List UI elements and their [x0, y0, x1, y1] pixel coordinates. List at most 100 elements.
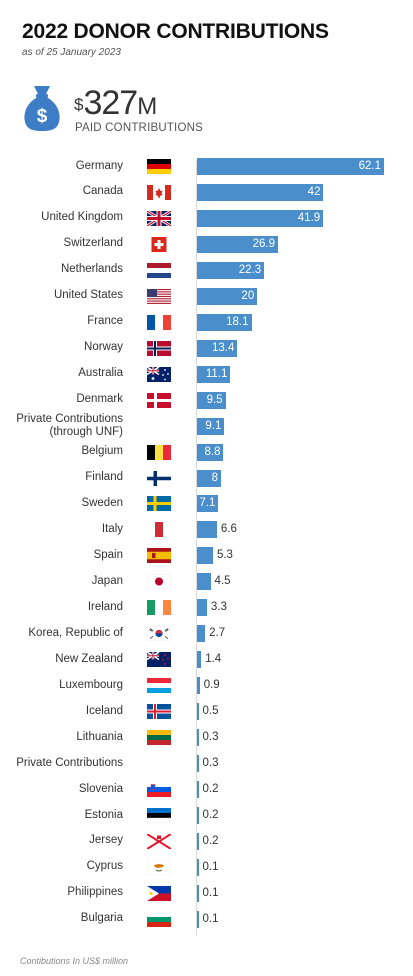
bar — [197, 339, 238, 357]
bar-value-label: 41.9 — [297, 211, 321, 224]
bar — [197, 209, 324, 227]
country-label-line: Japan — [91, 574, 123, 587]
bar-value-label: 8 — [211, 471, 219, 484]
canada-flag — [147, 184, 171, 200]
country-label-line: Italy — [101, 522, 123, 535]
chart-row: Netherlands 22.3 — [0, 257, 413, 283]
bar — [197, 183, 324, 201]
total-number: 327 — [83, 84, 138, 122]
chart-row: Estonia 0.2 — [0, 802, 413, 828]
country-label: Cyprus — [0, 854, 123, 880]
chart-row: Lithuania 0.3 — [0, 724, 413, 750]
country-label: France — [0, 309, 123, 335]
bar — [197, 495, 219, 513]
bar-value-label: 0.9 — [203, 679, 220, 692]
chart-row: Spain 5.3 — [0, 542, 413, 568]
bulgaria-flag — [147, 911, 171, 927]
country-label-line: Germany — [75, 159, 123, 172]
chart-row: Canada 42 — [0, 179, 413, 205]
country-label: Switzerland — [0, 231, 123, 257]
bar — [197, 261, 265, 279]
bar-value-label: 8.8 — [204, 445, 221, 458]
ireland-flag — [147, 600, 171, 616]
country-label: Slovenia — [0, 776, 123, 802]
country-label: Denmark — [0, 387, 123, 413]
united-kingdom-flag — [147, 210, 171, 226]
cyprus-flag — [147, 859, 171, 875]
luxembourg-flag — [147, 678, 171, 694]
country-label-line: Slovenia — [78, 782, 123, 795]
country-label-line: Australia — [78, 367, 123, 380]
bar-value-label: 4.5 — [214, 575, 231, 588]
country-label: Sweden — [0, 490, 123, 516]
chart-row: Denmark 9.5 — [0, 387, 413, 413]
chart-row: Japan 4.5 — [0, 568, 413, 594]
total-currency: $ — [74, 95, 84, 114]
bar-value-label: 20 — [241, 289, 255, 302]
country-label: United States — [0, 283, 123, 309]
bar — [197, 755, 199, 773]
bar — [197, 287, 258, 305]
country-label: Germany — [0, 153, 123, 179]
country-label-line: Jersey — [89, 834, 123, 847]
bar — [197, 313, 252, 331]
sweden-flag — [147, 496, 171, 512]
united-states-flag — [147, 288, 171, 304]
bar — [197, 651, 202, 669]
chart-row: United States 20 — [0, 283, 413, 309]
country-label: Norway — [0, 335, 123, 361]
chart-row: France 18.1 — [0, 309, 413, 335]
bar — [197, 599, 207, 617]
country-label-line: Sweden — [81, 496, 123, 509]
finland-flag — [147, 470, 171, 486]
chart-row: Italy 6.6 — [0, 516, 413, 542]
country-label-line: Cyprus — [86, 860, 123, 873]
chart-row: Slovenia 0.2 — [0, 776, 413, 802]
country-label-line: United States — [53, 289, 123, 302]
chart-row: Switzerland 26.9 — [0, 231, 413, 257]
france-flag — [147, 314, 171, 330]
bar-value-label: 0.1 — [202, 912, 219, 925]
country-label: Italy — [0, 516, 123, 542]
bar-value-label: 1.4 — [205, 653, 222, 666]
chart-subtitle: as of 25 January 2023 — [22, 47, 121, 58]
bar — [197, 832, 199, 850]
bar-value-label: 0.3 — [202, 757, 219, 770]
country-label-line: Estonia — [84, 808, 123, 821]
bar-value-label: 0.2 — [202, 834, 219, 847]
total-label: PAID CONTRIBUTIONS — [75, 122, 203, 134]
country-label: Netherlands — [0, 257, 123, 283]
bar-value-label: 0.2 — [202, 809, 219, 821]
bar-value-label: 0.1 — [202, 886, 219, 899]
country-label: Lithuania — [0, 724, 123, 750]
country-label-line: Denmark — [76, 393, 123, 406]
bar — [197, 625, 206, 643]
country-label-line: Belgium — [81, 445, 123, 458]
country-label: United Kingdom — [0, 205, 123, 231]
norway-flag — [147, 340, 171, 356]
chart-row: United Kingdom 41.9 — [0, 205, 413, 231]
jersey-flag — [147, 833, 171, 849]
money-bag-icon: $ — [24, 86, 60, 131]
korea-flag — [147, 626, 171, 642]
country-label-line: Norway — [84, 341, 123, 354]
country-label: Philippines — [0, 880, 123, 906]
australia-flag — [147, 366, 171, 382]
country-label-line: Lithuania — [76, 730, 123, 743]
country-label-line: Philippines — [67, 886, 123, 899]
total-suffix: M — [137, 93, 158, 120]
bar — [197, 677, 200, 695]
country-label: Bulgaria — [0, 906, 123, 932]
chart-row: Australia 11.1 — [0, 361, 413, 387]
country-label: Jersey — [0, 828, 123, 854]
lithuania-flag — [147, 730, 171, 746]
country-label-line: Switzerland — [63, 237, 123, 250]
bar — [197, 391, 226, 409]
iceland-flag — [147, 704, 171, 720]
country-label-line: Bulgaria — [80, 912, 123, 925]
belgium-flag — [147, 444, 171, 460]
bar-value-label: 62.1 — [358, 160, 381, 172]
country-label: Ireland — [0, 594, 123, 620]
bar-value-label: 18.1 — [226, 315, 249, 328]
bar-value-label: 2.7 — [209, 627, 226, 640]
